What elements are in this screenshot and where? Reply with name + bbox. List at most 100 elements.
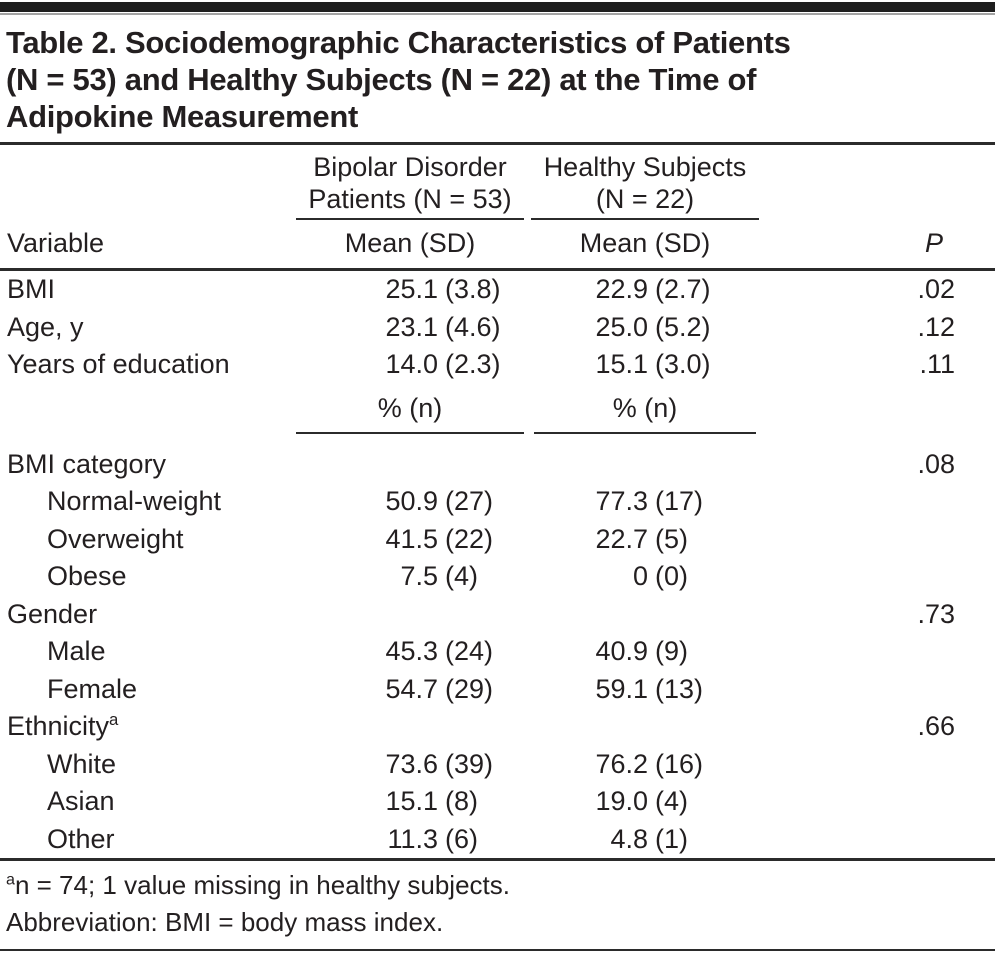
percent-n-label: % (n) — [377, 392, 443, 423]
percent-value: 4.8 — [610, 823, 648, 854]
percent-value: 59.1 — [595, 673, 648, 704]
percent-value: 41.5 — [385, 523, 438, 554]
row-label: Age, y — [7, 311, 84, 342]
count-value: (29) — [445, 673, 494, 704]
mean-value: 15.1 — [595, 349, 648, 380]
bipolar-group-measure-label: Mean (SD) — [344, 228, 476, 258]
bipolar-value-cell: 73.6 (39) — [290, 749, 530, 780]
table-row: BMI 25.1 (3.8) 22.9 (2.7) .02 — [0, 271, 995, 309]
row-label: Gender — [7, 598, 98, 629]
sd-value: (4.6) — [445, 311, 501, 342]
row-label: Male — [47, 636, 106, 667]
count-value: (6) — [445, 823, 478, 854]
count-value: (39) — [445, 748, 494, 779]
percent-value: 15.1 — [385, 786, 438, 817]
sd-value: (3.8) — [445, 274, 501, 305]
percent-value: 19.0 — [595, 786, 648, 817]
mean-value: 14.0 — [385, 349, 438, 380]
healthy-value-cell: 76.2 (16) — [530, 749, 760, 780]
footnote-1-marker: a — [6, 870, 15, 889]
row-label: Other — [47, 823, 115, 854]
p-value: .02 — [917, 274, 955, 305]
table-row: Overweight 41.5 (22) 22.7 (5) — [0, 521, 995, 559]
count-value: (1) — [655, 823, 688, 854]
table-row: Ethnicitya .66 — [0, 708, 995, 746]
healthy-value-cell: 22.7 (5) — [530, 524, 760, 555]
healthy-value-cell: 25.0 (5.2) — [530, 312, 760, 343]
footnote-marker: a — [109, 710, 119, 730]
bottom-rule — [0, 949, 995, 951]
percent-value: 50.9 — [385, 486, 438, 517]
row-label: Ethnicitya — [0, 711, 290, 742]
row-label-text: Ethnicity — [7, 711, 110, 742]
bipolar-value-cell: 23.1 (4.6) — [290, 312, 530, 343]
sd-value: (2.3) — [445, 349, 501, 380]
healthy-group-label-line2: (N = 22) — [595, 184, 695, 214]
sd-value: (2.7) — [655, 274, 711, 305]
count-value: (0) — [655, 561, 688, 592]
healthy-value-cell: 22.9 (2.7) — [530, 274, 760, 305]
p-value: .08 — [917, 448, 955, 479]
title-separator-rule — [0, 142, 995, 145]
table-row: BMI category .08 — [0, 446, 995, 484]
table-title-line3: Adipokine Measurement — [6, 99, 359, 134]
bipolar-value-cell: 25.1 (3.8) — [290, 274, 530, 305]
healthy-value-cell: 4.8 (1) — [530, 824, 760, 855]
percent-value: 11.3 — [387, 823, 438, 854]
percent-value: 7.5 — [400, 561, 438, 592]
percent-value: 0 — [632, 561, 648, 592]
top-rule-shadow — [0, 13, 995, 15]
healthy-value-cell: 59.1 (13) — [530, 674, 760, 705]
healthy-group-spanner-rule — [531, 218, 759, 220]
count-value: (13) — [655, 673, 704, 704]
sd-value: (3.0) — [655, 349, 711, 380]
column-header-p: P — [924, 228, 943, 258]
row-label: Asian — [47, 786, 115, 817]
footnote-separator-rule — [0, 858, 995, 861]
count-value: (4) — [445, 561, 478, 592]
column-header-healthy-group: Healthy Subjects (N = 22) Mean (SD) — [530, 151, 760, 268]
percent-value: 54.7 — [385, 673, 438, 704]
footnote-2: Abbreviation: BMI = body mass index. — [6, 904, 985, 941]
percent-n-label: % (n) — [612, 392, 678, 423]
bipolar-value-cell: 15.1 (8) — [290, 786, 530, 817]
percent-value: 77.3 — [595, 486, 648, 517]
mean-value: 22.9 — [595, 274, 648, 305]
mean-value: 25.0 — [595, 311, 648, 342]
count-value: (9) — [655, 636, 688, 667]
bipolar-value-cell: 45.3 (24) — [290, 636, 530, 667]
table-row: Gender .73 — [0, 596, 995, 634]
bipolar-value-cell: 14.0 (2.3) — [290, 349, 530, 380]
row-label: White — [47, 748, 117, 779]
count-value: (27) — [445, 486, 494, 517]
healthy-value-cell: 0 (0) — [530, 561, 760, 592]
row-label: Years of education — [7, 349, 230, 380]
table-title-line2: (N = 53) and Healthy Subjects (N = 22) a… — [6, 62, 757, 97]
table-row: Obese 7.5 (4) 0 (0) — [0, 558, 995, 596]
table-row: Years of education 14.0 (2.3) 15.1 (3.0) .… — [0, 346, 995, 384]
healthy-group-label-line1: Healthy Subjects — [543, 152, 747, 182]
count-value: (5) — [655, 523, 688, 554]
percent-value: 22.7 — [595, 523, 648, 554]
healthy-value-cell: 19.0 (4) — [530, 786, 760, 817]
bipolar-percent-n-header: % (n) — [290, 393, 530, 434]
healthy-value-cell: 77.3 (17) — [530, 486, 760, 517]
top-heavy-rule — [0, 2, 995, 12]
table-header: Variable Bipolar Disorder Patients (N = … — [0, 145, 995, 268]
table-footnotes: an = 74; 1 value missing in healthy subj… — [0, 861, 995, 949]
bipolar-group-label-line2: Patients (N = 53) — [308, 184, 512, 214]
bipolar-value-cell: 41.5 (22) — [290, 524, 530, 555]
row-label: Female — [47, 673, 138, 704]
count-value: (17) — [655, 486, 704, 517]
footnote-1: an = 74; 1 value missing in healthy subj… — [6, 867, 985, 904]
subheader-spacer — [0, 393, 290, 434]
table-row: Age, y 23.1 (4.6) 25.0 (5.2) .12 — [0, 309, 995, 347]
table-row: Normal-weight 50.9 (27) 77.3 (17) — [0, 483, 995, 521]
row-label: Normal-weight — [47, 486, 222, 517]
bipolar-value-cell: 54.7 (29) — [290, 674, 530, 705]
bipolar-group-spanner-rule — [296, 218, 524, 220]
p-value: .11 — [919, 349, 955, 380]
table-row: White 73.6 (39) 76.2 (16) — [0, 746, 995, 784]
bipolar-percent-n-rule — [296, 431, 524, 434]
